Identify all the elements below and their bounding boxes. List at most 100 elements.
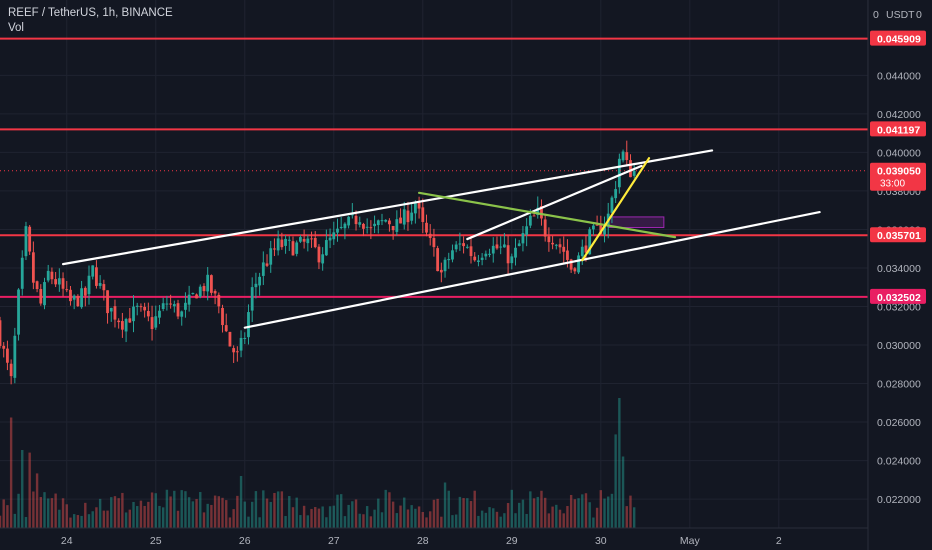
- candle-body: [584, 245, 588, 253]
- candle-body: [373, 223, 376, 227]
- candle-body: [273, 248, 276, 250]
- volume-bar: [106, 510, 109, 528]
- candle-body: [324, 240, 328, 256]
- candle-body: [480, 257, 484, 260]
- candle-body: [406, 210, 410, 223]
- volume-bar: [147, 501, 150, 528]
- volume-bar: [199, 492, 202, 528]
- volume-bar: [9, 417, 13, 528]
- candle-body: [577, 255, 580, 273]
- candle-body: [491, 245, 495, 254]
- candle-body: [9, 363, 13, 377]
- candle-body: [224, 325, 228, 332]
- volume-bar: [581, 494, 584, 528]
- volume-bar: [540, 490, 543, 528]
- volume-bar: [236, 495, 239, 528]
- volume-bar: [180, 490, 183, 528]
- volume-bar: [432, 499, 436, 528]
- candle-body: [395, 219, 399, 232]
- volume-bar: [184, 491, 187, 528]
- candle-body: [276, 238, 280, 251]
- candle-body: [621, 151, 625, 161]
- symbol-title[interactable]: REEF / TetherUS, 1h, BINANCE: [8, 7, 173, 19]
- volume-bar: [284, 516, 287, 528]
- volume-bar: [610, 493, 614, 528]
- candle-body: [135, 305, 139, 307]
- price-tick-label: 0.042000: [877, 109, 921, 121]
- candle-body: [295, 242, 299, 254]
- candle-body: [566, 250, 569, 260]
- candle-body: [536, 207, 540, 216]
- volume-bar: [91, 511, 94, 528]
- volume-bar: [221, 497, 224, 528]
- volume-bar: [395, 513, 399, 528]
- volume-indicator-label[interactable]: Vol: [8, 22, 24, 34]
- channel-upper-line: [61, 149, 714, 266]
- volume-bar: [0, 515, 2, 528]
- candle-body: [588, 229, 592, 255]
- candle-body: [102, 284, 106, 291]
- candle-body: [502, 244, 506, 248]
- volume-bar: [595, 507, 599, 528]
- candle-body: [436, 248, 440, 272]
- volume-bar: [314, 507, 317, 528]
- volume-bar: [632, 507, 636, 528]
- candle-body: [599, 224, 603, 235]
- axis-unit-label: USDT: [886, 9, 915, 21]
- volume-bar: [503, 513, 506, 528]
- candle-body: [198, 286, 202, 297]
- candle-body: [521, 233, 525, 244]
- volume-bar: [373, 509, 376, 528]
- candle-body: [161, 303, 165, 309]
- candle-body: [221, 307, 224, 326]
- volume-bar: [76, 515, 80, 528]
- volume-bar: [276, 491, 280, 528]
- volume-bar: [458, 496, 462, 528]
- volume-bar: [621, 456, 625, 528]
- candle-body: [76, 295, 80, 307]
- volume-bar: [39, 497, 42, 528]
- time-tick-label: 26: [239, 535, 251, 547]
- candle-body: [473, 256, 477, 261]
- level-price-tag-label: 0.041197: [877, 124, 920, 136]
- price-tick-label: 0.028000: [877, 379, 921, 391]
- volume-bar: [43, 492, 46, 528]
- volume-bar: [173, 490, 176, 528]
- volume-bar: [32, 491, 35, 528]
- last-price-tag: [870, 162, 926, 191]
- volume-bar: [47, 498, 50, 528]
- candle-body: [454, 244, 458, 250]
- volume-bar: [136, 506, 139, 528]
- volume-bar: [210, 504, 213, 528]
- volume-bar: [436, 498, 439, 528]
- level-price-tag: [870, 227, 926, 243]
- volume-bar: [454, 514, 458, 528]
- candle-body: [287, 239, 291, 241]
- candle-body: [232, 348, 236, 353]
- volume-bar: [414, 508, 417, 528]
- volume-bar: [187, 497, 191, 528]
- volume-bar: [429, 511, 432, 528]
- volume-bar: [514, 513, 517, 528]
- candle-body: [591, 225, 595, 230]
- volume-bar: [24, 517, 28, 528]
- price-tick-label: 0.030000: [877, 340, 921, 352]
- candle-body: [321, 254, 325, 264]
- candle-body: [428, 233, 432, 238]
- candle-body: [551, 242, 554, 245]
- volume-bar: [492, 508, 495, 528]
- volume-bar: [58, 509, 61, 528]
- candle-body: [146, 311, 150, 317]
- candle-body: [0, 320, 2, 346]
- volume-bar: [291, 507, 295, 528]
- candle-body: [603, 225, 606, 235]
- level-price-tag-label: 0.045909: [877, 34, 921, 46]
- volume-bar: [480, 510, 484, 528]
- candle-body: [629, 160, 632, 178]
- candle-body: [158, 310, 161, 318]
- candle-body: [610, 197, 614, 213]
- volume-bar: [521, 499, 525, 528]
